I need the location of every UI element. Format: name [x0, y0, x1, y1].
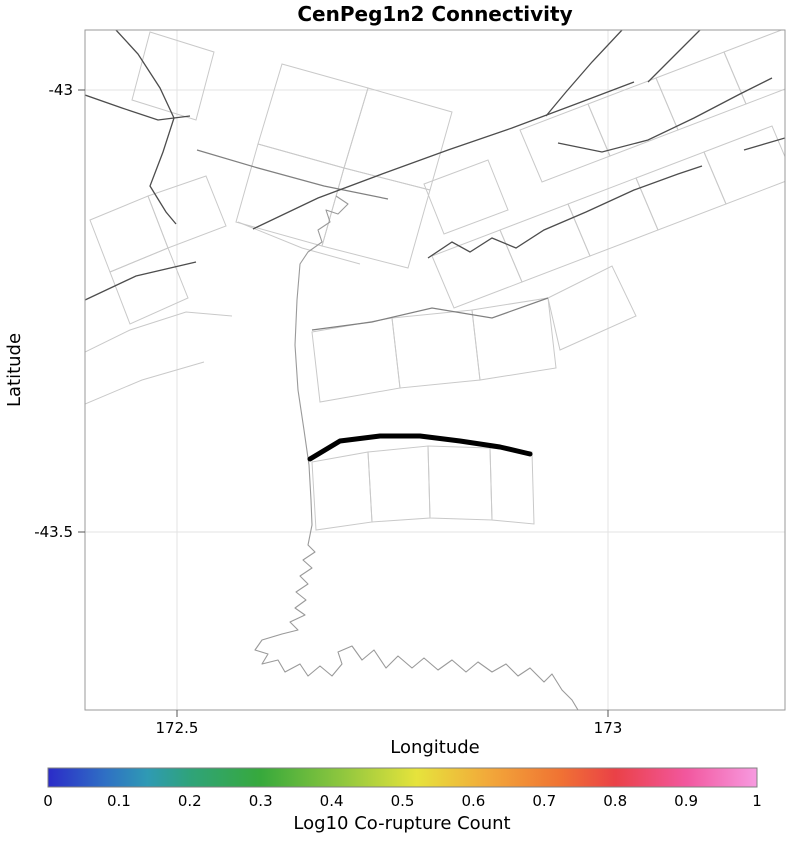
colorbar-tick-label: 0.4 — [320, 792, 344, 810]
highlighted-fault — [307, 433, 533, 462]
colorbar-tick-label: 0.3 — [249, 792, 273, 810]
fault-polygon — [703, 125, 785, 205]
x-tick-label: 172.5 — [156, 719, 199, 737]
y-tick-label: -43.5 — [34, 523, 73, 541]
fault-line-light — [85, 311, 233, 353]
fault-trace — [252, 81, 635, 230]
colorbar-tick-label: 0.5 — [391, 792, 415, 810]
fault-polygon — [147, 175, 227, 249]
fault-polygons — [85, 30, 785, 531]
colorbar-label: Log10 Co-rupture Count — [293, 813, 510, 834]
fault-traces-medium — [196, 149, 549, 331]
fault-trace — [557, 77, 773, 153]
fault-trace — [545, 30, 623, 117]
y-axis-label: Latitude — [4, 333, 25, 407]
colorbar: 0 0.1 0.2 0.3 0.4 0.5 0.6 0.7 0.8 0.9 1 Log10 Co-r… — [43, 767, 762, 834]
x-tick-label: 173 — [594, 719, 623, 737]
y-tick-label: -43 — [49, 81, 74, 99]
chart-title: CenPeg1n2 Connectivity — [297, 2, 572, 26]
coastline-path — [254, 195, 579, 710]
fault-polygon — [131, 31, 215, 121]
colorbar-tick-label: 0.9 — [674, 792, 698, 810]
fault-trace — [647, 30, 701, 83]
plot-area — [85, 30, 785, 710]
colorbar-gradient — [47, 767, 758, 788]
fault-line-light — [85, 361, 205, 405]
colorbar-tick-label: 0.2 — [178, 792, 202, 810]
colorbar-tick-label: 0.1 — [107, 792, 131, 810]
axis-ticks — [78, 89, 609, 717]
fault-trace — [85, 94, 191, 121]
plot-frame — [84, 29, 786, 711]
fault-polygon — [109, 247, 189, 325]
colorbar-tick-label: 0 — [43, 792, 53, 810]
colorbar-tick-label: 0.6 — [461, 792, 485, 810]
fault-polygon — [471, 297, 557, 381]
fault-trace — [85, 261, 197, 301]
fault-trace — [427, 165, 703, 259]
x-axis-label: Longitude — [390, 737, 480, 758]
axis-tick-labels: -43 -43.5 172.5 173 — [34, 81, 622, 737]
fault-trace — [196, 149, 389, 200]
fault-traces-dark — [85, 30, 785, 301]
fault-trace — [311, 297, 549, 331]
fault-trace — [115, 30, 177, 225]
colorbar-tick-label: 1 — [752, 792, 762, 810]
fault-line-light — [237, 221, 361, 265]
highlighted-fault-path — [307, 433, 533, 462]
colorbar-tick-label: 0.7 — [532, 792, 556, 810]
colorbar-tick-labels: 0 0.1 0.2 0.3 0.4 0.5 0.6 0.7 0.8 0.9 1 — [43, 792, 762, 810]
colorbar-tick-label: 0.8 — [603, 792, 627, 810]
fault-polygon — [547, 265, 637, 351]
fault-polygon — [723, 30, 785, 105]
coastline — [254, 195, 579, 710]
fault-polygon — [423, 159, 509, 235]
fault-trace — [743, 137, 785, 151]
